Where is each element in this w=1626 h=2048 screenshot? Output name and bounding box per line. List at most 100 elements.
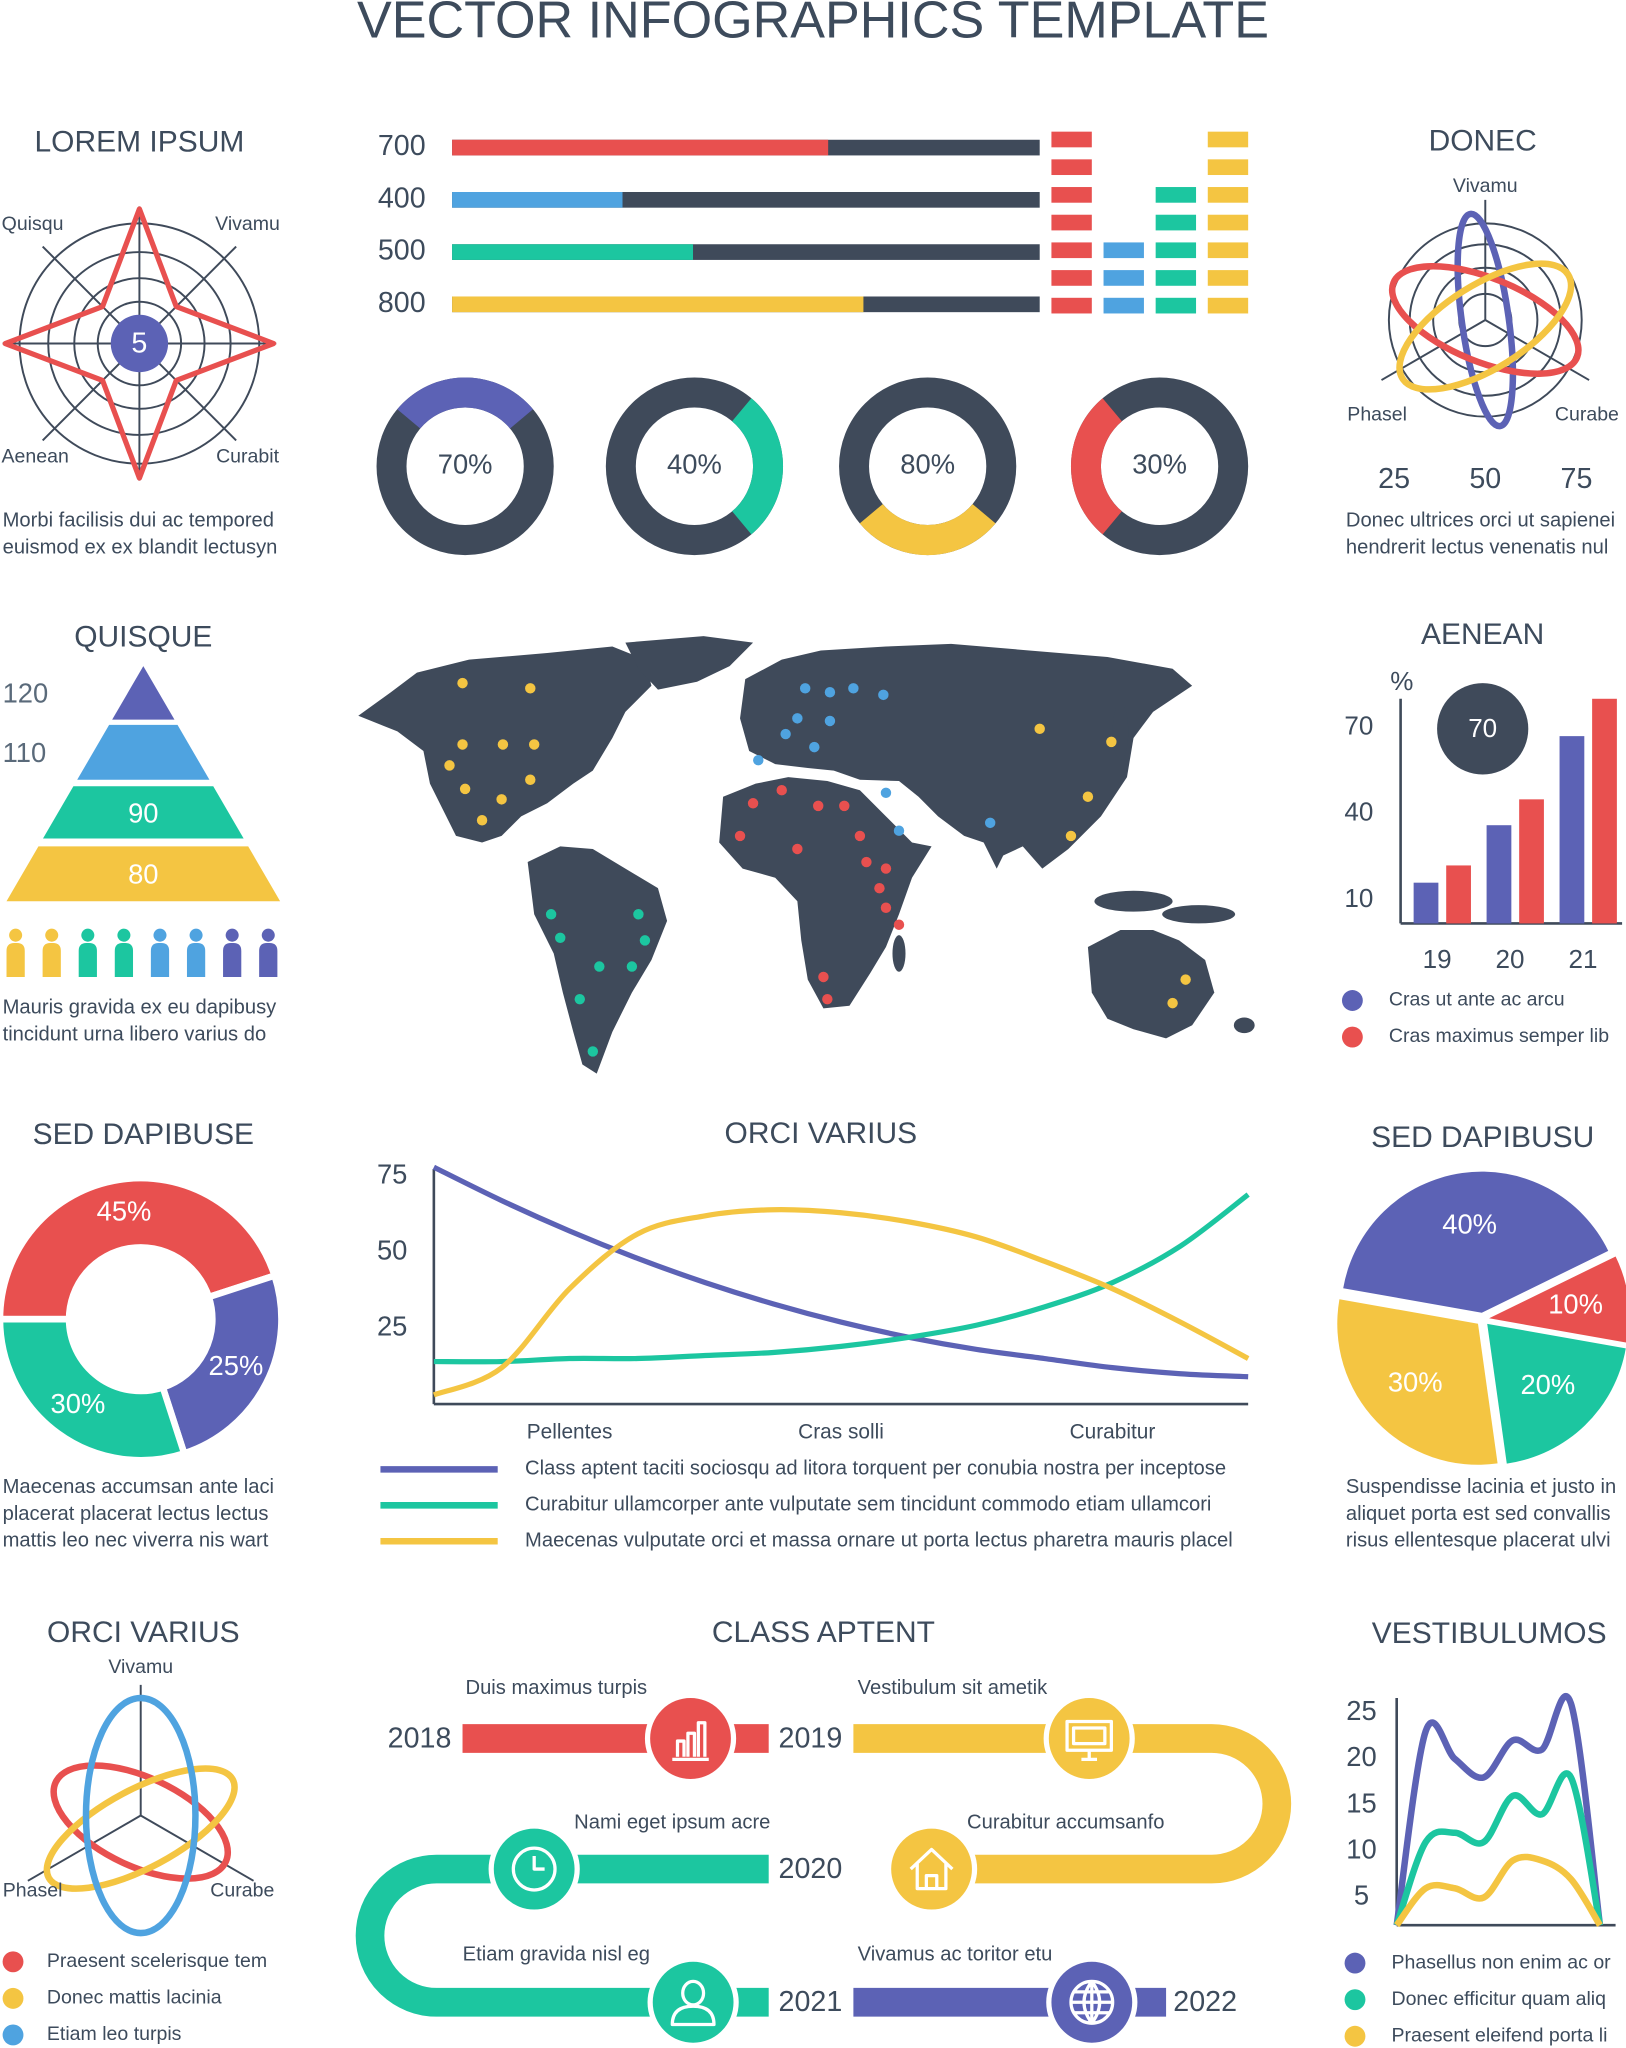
icon: [909, 1847, 954, 1891]
row-label: 800: [378, 287, 426, 319]
event-caption: Nami eget ipsum acre: [574, 1812, 770, 1834]
map-dot: [792, 713, 803, 724]
legend-dot: [1344, 2025, 1366, 2047]
level-block: [1103, 270, 1144, 286]
caption: Suspendisse lacinia et justo in: [1346, 1476, 1616, 1498]
ring: [73, 277, 206, 410]
star: [2, 206, 277, 481]
series-line: [432, 1207, 1250, 1398]
map-dot: [893, 825, 905, 836]
map-dot: [854, 830, 866, 842]
x-tick-label: Curabitur: [1070, 1420, 1156, 1443]
series-line: [1394, 1853, 1603, 1928]
map-dot: [780, 728, 791, 740]
donut-slice: [158, 1271, 285, 1458]
map-dot: [848, 683, 859, 694]
legend-dot: [1341, 990, 1363, 1011]
caption: placerat placerat lectus lectus: [3, 1503, 269, 1525]
annotation-bubble: [1437, 683, 1529, 775]
row-label: 500: [378, 235, 426, 267]
pyramid-layer: [112, 666, 175, 720]
donut-accent: [1070, 398, 1122, 535]
map-dot: [861, 856, 872, 868]
map-dot: [525, 683, 536, 694]
person-body: [150, 943, 170, 977]
ring: [18, 222, 261, 465]
map-dot: [880, 863, 892, 874]
pyramid-layer: [77, 724, 210, 780]
panel-title: CLASS APTENT: [712, 1616, 935, 1649]
map-dot: [880, 902, 892, 913]
pie-slice: [1343, 1171, 1609, 1313]
caption: mattis leo nec viverra nis wart: [3, 1530, 269, 1552]
bar: [1446, 865, 1471, 924]
axis-label: Curabe: [210, 1879, 274, 1901]
map-dot: [555, 932, 566, 944]
spoke: [140, 1814, 255, 1882]
level-block: [1207, 214, 1249, 231]
year-label: 2022: [1173, 1986, 1237, 2018]
level-block: [1051, 297, 1092, 314]
layer-label: 90: [128, 797, 158, 828]
map-dot: [496, 794, 507, 805]
map-dot: [1180, 974, 1191, 985]
legend-label: Phasellus non enim ac or: [1391, 1951, 1611, 1973]
panel-title: QUISQUE: [74, 621, 212, 654]
row-label: 400: [378, 182, 426, 214]
center-dot: [110, 314, 169, 373]
donut-label: 70%: [438, 448, 493, 479]
x-tick-label: 19: [1423, 944, 1452, 974]
person-head: [189, 928, 203, 942]
center-label: 5: [131, 327, 147, 359]
legend-dot: [2, 2024, 24, 2046]
loop: [1396, 260, 1575, 393]
bar: [452, 296, 864, 313]
level-block: [1051, 159, 1092, 176]
legend-dot: [1344, 1952, 1366, 1974]
map-dot: [525, 774, 536, 785]
person-body: [78, 943, 97, 977]
pie-slice: [1487, 1323, 1626, 1464]
map-dot: [878, 689, 889, 701]
y-tick-label: 70: [1344, 710, 1373, 740]
axis-label: Vivamu: [108, 1656, 173, 1678]
person-head: [261, 928, 275, 942]
map-dot: [822, 993, 833, 1005]
bar: [452, 244, 694, 260]
level-column: [1103, 242, 1144, 314]
level-column: [1207, 131, 1249, 314]
panel-title: ORCI VARIUS: [725, 1117, 918, 1150]
bar: [452, 139, 829, 156]
map-dot: [874, 882, 885, 894]
annotation: 70: [1468, 713, 1497, 743]
level-block: [1051, 214, 1092, 231]
level-block: [1103, 242, 1144, 259]
legend-label: Etiam leo turpis: [47, 2023, 182, 2045]
donut-label: 40%: [667, 448, 722, 479]
slice-label: 40%: [1442, 1208, 1497, 1239]
panel-title: SED DAPIBUSE: [33, 1118, 254, 1151]
island: [1094, 890, 1173, 912]
legend-dot: [2, 1987, 24, 2009]
y-tick-label: 75: [377, 1159, 407, 1190]
level-block: [1155, 270, 1197, 286]
slice-label: 20%: [1520, 1369, 1575, 1400]
person-body: [186, 943, 206, 977]
continent: [740, 643, 1193, 869]
page-title: VECTOR INFOGRAPHICS TEMPLATE: [357, 0, 1269, 49]
legend-dot: [2, 1951, 24, 1973]
person-head: [81, 928, 95, 942]
pie-slice: [1337, 1299, 1498, 1465]
series-line: [432, 1164, 1249, 1380]
icon: [672, 1721, 709, 1761]
legend-dot: [1344, 1989, 1366, 2011]
level-block: [1155, 187, 1197, 203]
level-block: [1051, 187, 1092, 203]
caption: hendrerit lectus venenatis nul: [1346, 536, 1608, 558]
level-block: [1103, 297, 1144, 314]
map-dot: [497, 739, 509, 750]
island: [1112, 702, 1129, 761]
level-block: [1155, 297, 1197, 314]
layer-label: 80: [128, 859, 158, 890]
y-axis-label: %: [1390, 666, 1413, 696]
